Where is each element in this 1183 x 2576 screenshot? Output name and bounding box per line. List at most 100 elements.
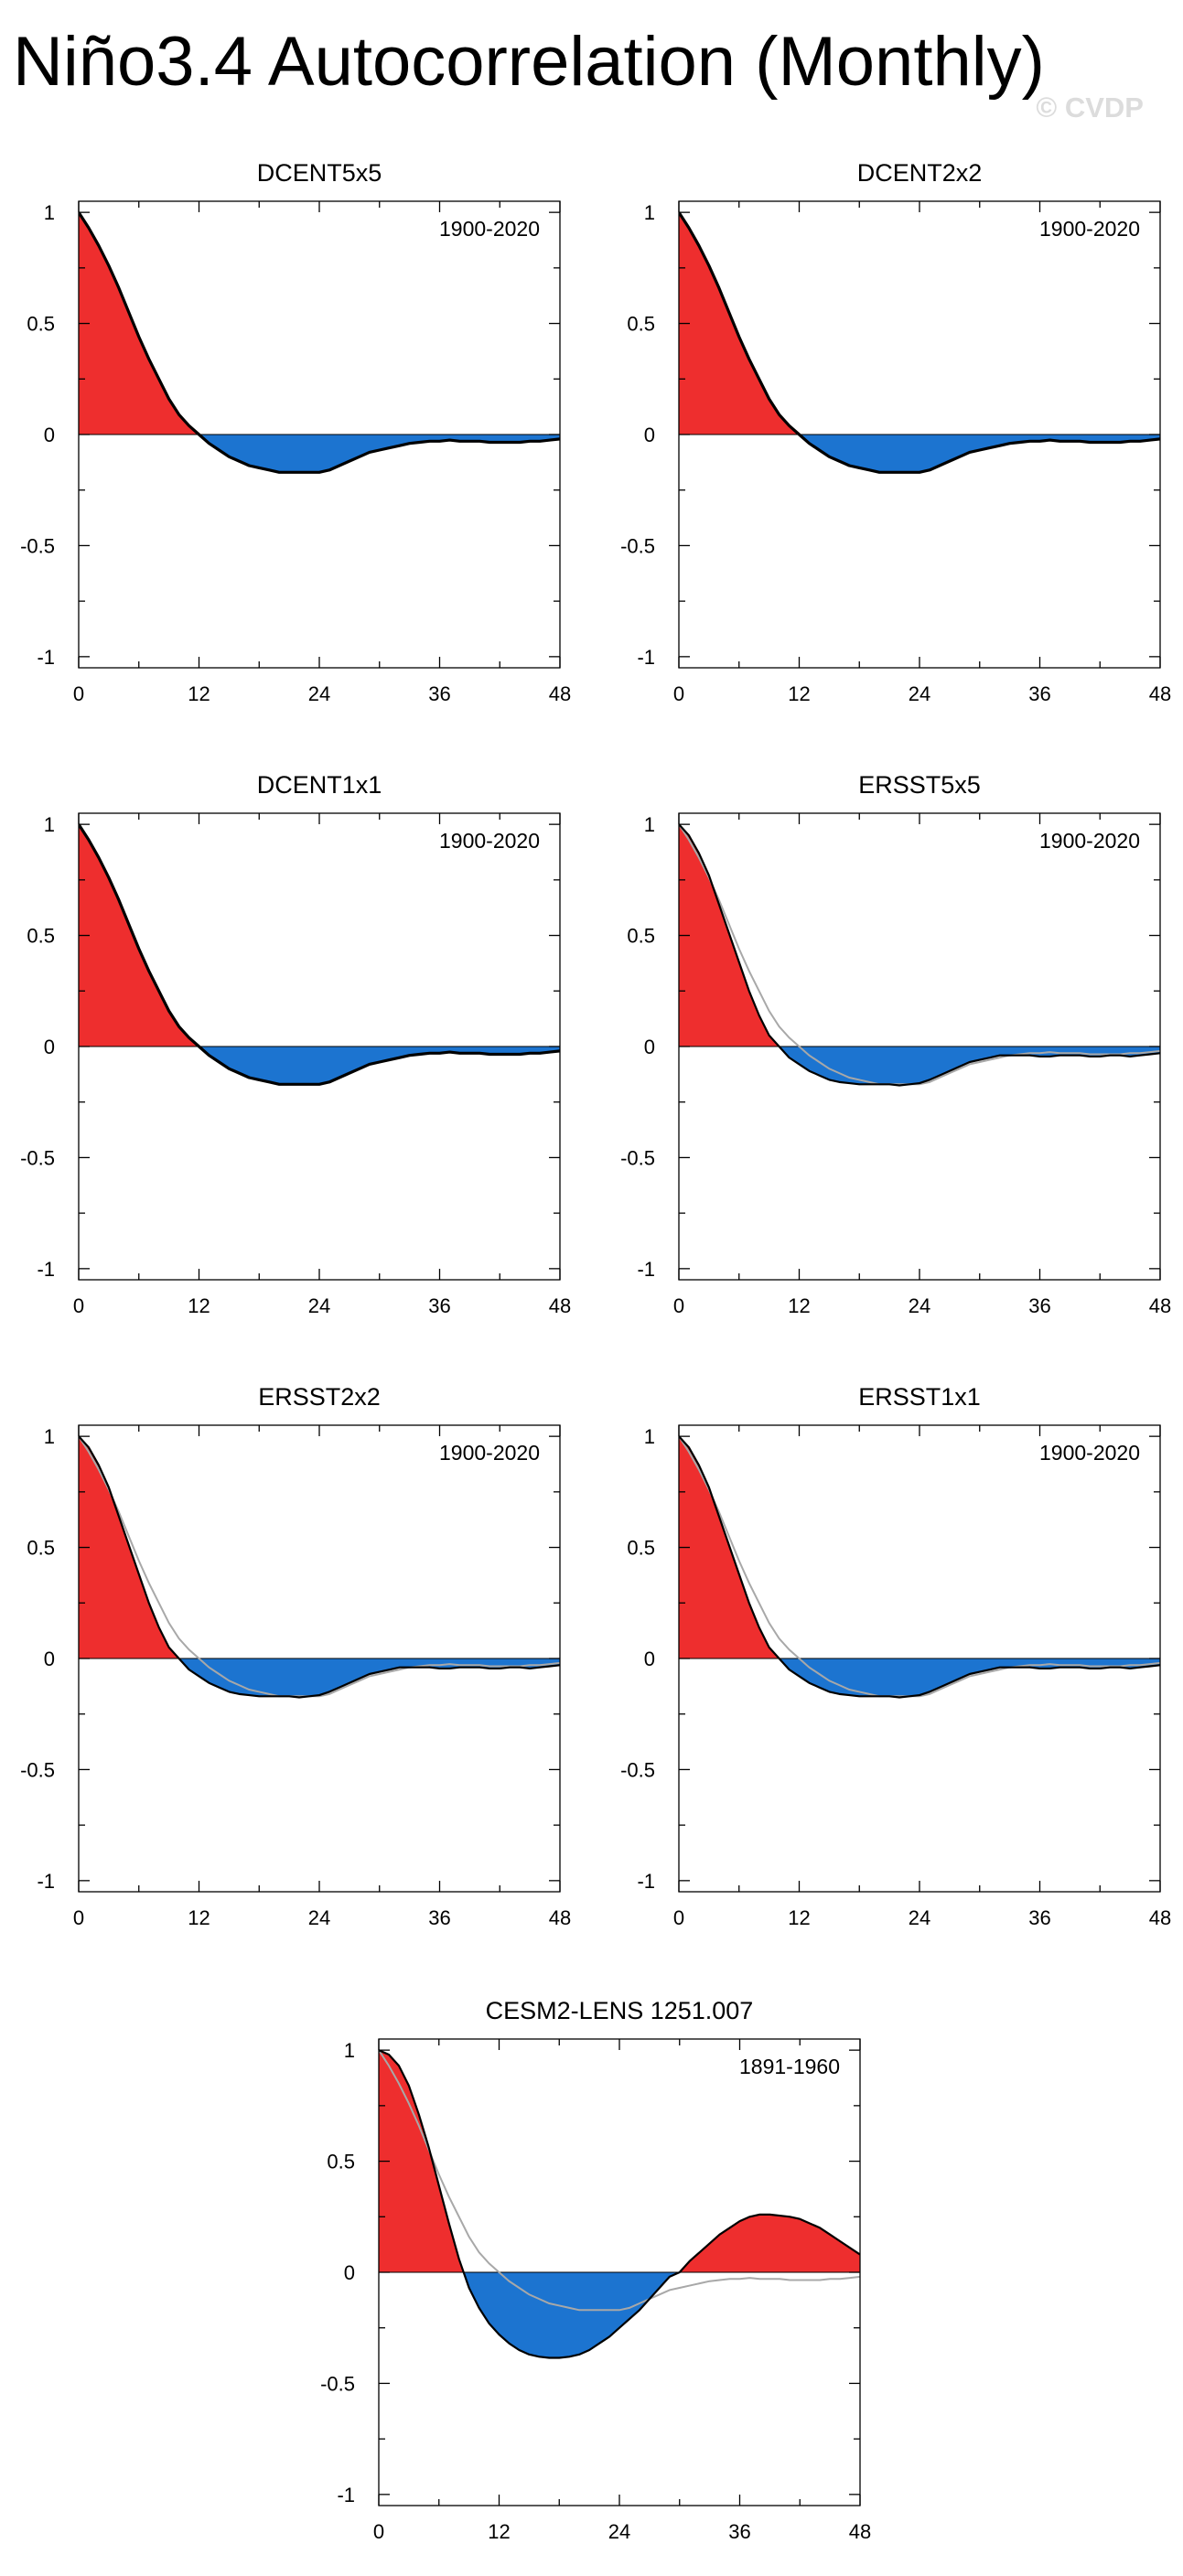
y-tick-label: 0 (644, 424, 655, 446)
y-tick-label: 0 (644, 1036, 655, 1058)
y-tick-label: 1 (644, 1425, 655, 1448)
x-tick-label: 48 (849, 2520, 871, 2543)
x-tick-label: 48 (549, 1906, 571, 1929)
period-label: 1891-1960 (739, 2055, 840, 2078)
autocorr-panel: 0 12 24 36 48 1 0.5 0 -0.5 -1 CESM2-LENS 1251.007 1… (320, 1997, 871, 2543)
negative-area (679, 435, 1160, 473)
period-label: 1900-2020 (439, 829, 540, 853)
x-tick-label: 12 (788, 1294, 810, 1317)
autocorr-panel: 0 12 24 36 48 1 0.5 0 -0.5 -1 ERSST1x1 1900-2020 (620, 1383, 1171, 1929)
x-tick-label: 12 (488, 2520, 510, 2543)
y-tick-label: 1 (44, 1425, 55, 1448)
positive-area (79, 212, 560, 435)
y-tick-label: 0 (644, 1648, 655, 1670)
autocorr-panel: 0 12 24 36 48 1 0.5 0 -0.5 -1 DCENT5x5 1900-2020 (20, 159, 571, 705)
panel-title: DCENT2x2 (857, 159, 983, 187)
x-tick-label: 24 (909, 1294, 930, 1317)
y-tick-label: -0.5 (20, 1758, 55, 1781)
autocorr-panel: 0 12 24 36 48 1 0.5 0 -0.5 -1 DCENT1x1 1900-2020 (20, 771, 571, 1317)
x-tick-label: 24 (909, 1906, 930, 1929)
x-tick-label: 12 (188, 682, 210, 705)
y-tick-label: 0.5 (27, 1537, 55, 1560)
x-tick-label: 12 (188, 1294, 210, 1317)
x-tick-label: 36 (728, 2520, 750, 2543)
positive-area (79, 824, 560, 1046)
series-line (379, 2049, 860, 2359)
x-tick-label: 0 (673, 682, 684, 705)
y-tick-label: 1 (644, 813, 655, 836)
x-tick-label: 36 (428, 1294, 450, 1317)
x-tick-label: 36 (1028, 1906, 1050, 1929)
y-tick-label: 1 (44, 201, 55, 224)
y-tick-label: -1 (37, 1258, 55, 1281)
y-tick-label: 0 (44, 1648, 55, 1670)
x-tick-label: 36 (428, 1906, 450, 1929)
negative-area (79, 435, 560, 473)
x-tick-label: 12 (188, 1906, 210, 1929)
y-tick-label: -0.5 (620, 1146, 655, 1169)
x-tick-label: 12 (788, 1906, 810, 1929)
cvdp-watermark: © CVDP (1036, 91, 1144, 123)
period-label: 1900-2020 (1039, 829, 1140, 853)
positive-area (79, 1436, 560, 1658)
y-tick-label: 1 (644, 201, 655, 224)
period-label: 1900-2020 (1039, 217, 1140, 241)
x-tick-label: 36 (1028, 1294, 1050, 1317)
x-tick-label: 24 (308, 1906, 330, 1929)
y-tick-label: 0.5 (627, 313, 655, 336)
positive-area (379, 2050, 860, 2272)
y-tick-label: -1 (37, 646, 55, 669)
panel-title: DCENT1x1 (257, 771, 382, 799)
x-tick-label: 48 (549, 1294, 571, 1317)
x-tick-label: 24 (308, 682, 330, 705)
x-tick-label: 36 (1028, 682, 1050, 705)
series-line (79, 1435, 560, 1699)
period-label: 1900-2020 (1039, 1441, 1140, 1465)
y-tick-label: -0.5 (20, 534, 55, 557)
y-tick-label: 1 (44, 813, 55, 836)
y-tick-label: 0.5 (627, 1537, 655, 1560)
x-tick-label: 48 (549, 682, 571, 705)
y-tick-label: -0.5 (620, 1758, 655, 1781)
x-tick-label: 0 (73, 1294, 84, 1317)
series-line (679, 1435, 1160, 1699)
x-tick-label: 0 (73, 682, 84, 705)
reference-line (79, 1435, 560, 1698)
panel-title: ERSST1x1 (858, 1383, 981, 1411)
series-line (679, 211, 1160, 474)
y-tick-label: -1 (37, 1870, 55, 1893)
panel-title: CESM2-LENS 1251.007 (486, 1997, 754, 2024)
period-label: 1900-2020 (439, 1441, 540, 1465)
x-tick-label: 48 (1149, 1906, 1171, 1929)
y-tick-label: -1 (637, 646, 655, 669)
positive-area (679, 824, 1160, 1046)
x-tick-label: 24 (608, 2520, 630, 2543)
y-tick-label: 0.5 (627, 925, 655, 948)
y-tick-label: 0.5 (327, 2151, 355, 2174)
x-tick-label: 12 (788, 682, 810, 705)
series-line (79, 211, 560, 474)
panel-title: ERSST2x2 (258, 1383, 381, 1411)
y-tick-label: 1 (344, 2039, 355, 2062)
period-label: 1900-2020 (439, 217, 540, 241)
x-tick-label: 0 (73, 1906, 84, 1929)
x-tick-label: 0 (373, 2520, 384, 2543)
positive-area (679, 212, 1160, 435)
y-tick-label: -1 (637, 1258, 655, 1281)
y-tick-label: 0 (344, 2261, 355, 2284)
x-tick-label: 0 (673, 1294, 684, 1317)
y-tick-label: -1 (637, 1870, 655, 1893)
x-tick-label: 24 (308, 1294, 330, 1317)
y-tick-label: 0.5 (27, 925, 55, 948)
autocorr-panel: 0 12 24 36 48 1 0.5 0 -0.5 -1 ERSST2x2 1900-2020 (20, 1383, 571, 1929)
page-title: Niño3.4 Autocorrelation (Monthly) (13, 23, 1045, 101)
x-tick-label: 36 (428, 682, 450, 705)
panel-title: DCENT5x5 (257, 159, 382, 187)
x-tick-label: 24 (909, 682, 930, 705)
y-tick-label: -0.5 (20, 1146, 55, 1169)
autocorr-panel: 0 12 24 36 48 1 0.5 0 -0.5 -1 ERSST5x5 1900-2020 (620, 771, 1171, 1317)
y-tick-label: -0.5 (320, 2372, 355, 2395)
series-line (79, 823, 560, 1086)
